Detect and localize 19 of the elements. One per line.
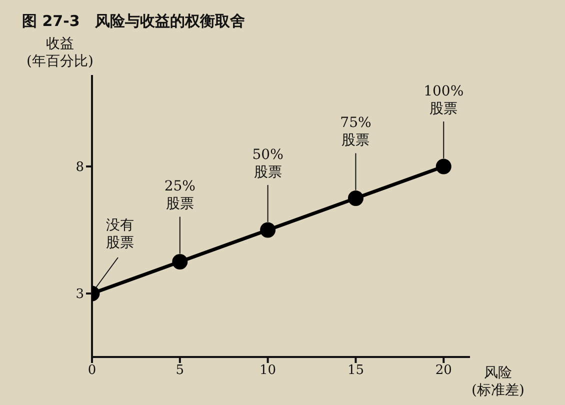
x-tick-label: 15 xyxy=(347,363,364,378)
annotation: 100%股票 xyxy=(424,83,464,117)
chart-title: 图 27-3 风险与收益的权衡取舍 xyxy=(22,12,245,31)
annotation: 75%股票 xyxy=(340,115,372,149)
x-axis-title: 风险 (标准差) xyxy=(472,365,524,398)
x-tick-label: 20 xyxy=(435,363,452,378)
point xyxy=(260,222,276,238)
point xyxy=(172,254,188,270)
y-axis-title: 收益 (年百分比) xyxy=(26,36,94,70)
x-tick-label: 5 xyxy=(176,363,184,378)
x-tick-label: 0 xyxy=(88,363,96,378)
point xyxy=(348,190,364,206)
y-tick-label: 3 xyxy=(76,287,84,302)
x-tick-label: 10 xyxy=(260,363,276,378)
annotation: 25%股票 xyxy=(164,178,196,212)
annotation: 50%股票 xyxy=(252,146,284,180)
y-tick-label: 8 xyxy=(76,160,84,176)
point xyxy=(436,158,452,174)
annotation: 没有股票 xyxy=(106,217,134,251)
